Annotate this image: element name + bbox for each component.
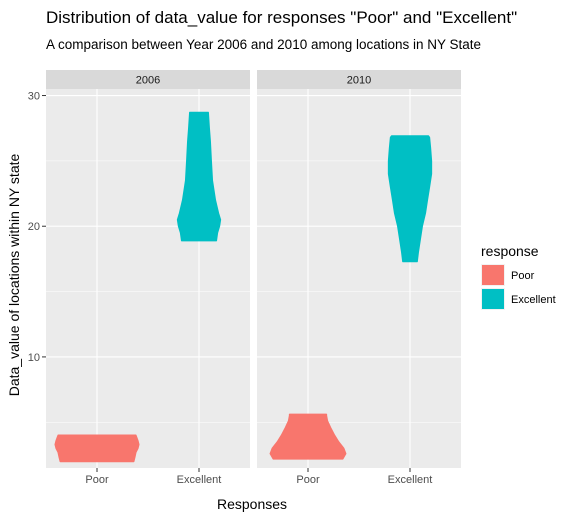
y-tick-label: 20	[28, 221, 40, 233]
x-tick-label: Excellent	[177, 474, 222, 486]
y-tick-label: 10	[28, 352, 40, 364]
x-tick-label: Poor	[296, 474, 320, 486]
facet-strip-2006	[46, 70, 250, 89]
chart-title: Distribution of data_value for responses…	[46, 8, 517, 27]
y-axis-title: Data_value of locations within NY state	[6, 154, 22, 397]
x-axis-title: Responses	[217, 496, 287, 512]
panel-background-2006	[46, 89, 250, 468]
plot-area: 2006 Poor Excellent 2010 Poor Excellent 10 20 30	[28, 70, 461, 486]
chart-subtitle: A comparison between Year 2006 and 2010 …	[46, 37, 481, 52]
legend-label-excellent: Excellent	[511, 294, 556, 306]
legend-key-poor	[482, 265, 504, 285]
legend-title: response	[481, 243, 539, 259]
y-tick-label: 30	[28, 91, 40, 103]
facet-label-2006: 2006	[136, 75, 160, 87]
legend: response Poor Excellent	[481, 243, 556, 310]
x-tick-label: Excellent	[388, 474, 433, 486]
legend-label-poor: Poor	[511, 270, 535, 282]
violin-2010-excellent	[387, 135, 433, 263]
x-tick-label: Poor	[85, 474, 109, 486]
legend-key-excellent	[482, 289, 504, 309]
facet-strip-2010	[257, 70, 461, 89]
violin-2006-poor	[54, 434, 140, 463]
violin-2006-excellent	[176, 111, 222, 242]
facet-label-2010: 2010	[347, 75, 371, 87]
violin-2010-poor	[269, 413, 347, 460]
